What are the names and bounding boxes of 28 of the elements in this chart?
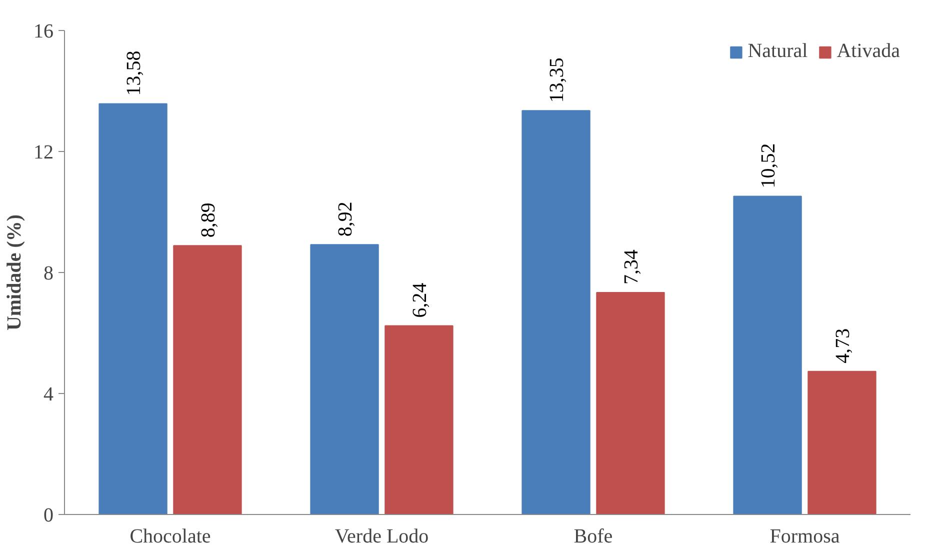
data-label: 13,58 bbox=[123, 50, 146, 96]
y-axis-title: Umidade (%) bbox=[4, 214, 26, 331]
x-tick-label: Verde Lodo bbox=[334, 526, 429, 548]
y-tick-label: 0 bbox=[44, 504, 54, 526]
x-tick-label: Bofe bbox=[574, 526, 613, 548]
bar bbox=[522, 110, 590, 514]
y-tick-label: 16 bbox=[34, 20, 54, 42]
y-tick-label: 8 bbox=[44, 262, 54, 284]
bar bbox=[808, 370, 876, 514]
data-label: 13,35 bbox=[546, 58, 568, 103]
bar bbox=[173, 245, 242, 514]
y-tick-label: 4 bbox=[44, 384, 54, 406]
legend-label: Natural bbox=[748, 40, 808, 63]
data-label: 4,73 bbox=[832, 328, 854, 364]
y-tick-label: 12 bbox=[34, 142, 54, 164]
x-tick-label: Formosa bbox=[770, 526, 840, 548]
data-label: 10,52 bbox=[758, 143, 780, 188]
bar bbox=[733, 196, 802, 514]
data-label: 8,92 bbox=[334, 202, 357, 237]
data-label: 8,89 bbox=[197, 202, 220, 238]
bar bbox=[310, 244, 379, 514]
x-tick-label: Chocolate bbox=[130, 526, 211, 548]
data-label: 7,34 bbox=[620, 249, 642, 284]
data-label: 6,24 bbox=[408, 282, 431, 318]
bar bbox=[596, 292, 665, 514]
bar bbox=[384, 325, 454, 514]
bar bbox=[98, 103, 168, 514]
legend-label: Ativada bbox=[836, 40, 900, 63]
